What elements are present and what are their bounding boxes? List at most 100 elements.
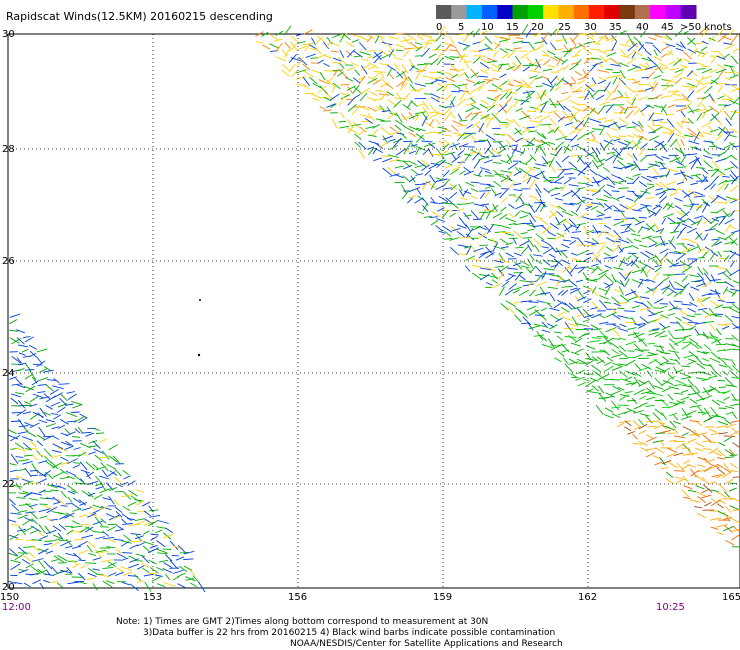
wind-barb [575,279,583,283]
wind-barb [360,114,372,119]
wind-barb [480,99,489,105]
wind-barb [680,209,688,217]
wind-barb [162,532,171,540]
wind-barb [183,558,194,560]
wind-barb [408,114,419,120]
wind-barb [687,239,698,245]
wind-barb [367,78,378,84]
wind-barb [569,63,579,71]
lon-label-159: 159 [433,592,452,603]
wind-barb [492,96,499,106]
wind-barb [32,393,44,399]
wind-barb [59,514,69,520]
wind-barb [415,46,423,52]
wind-barb [673,440,685,443]
wind-barb [648,131,656,134]
wind-barb [345,50,353,56]
wind-barb [563,47,572,58]
wind-barb [681,342,692,350]
wind-barb [576,145,586,151]
wind-barb [323,41,330,50]
wind-barb [718,70,725,78]
wind-barb [695,41,706,45]
wind-barb [697,406,704,413]
wind-barb [487,89,498,92]
wind-barb [718,364,728,368]
wind-barb [428,36,435,43]
wind-barb [659,457,666,466]
wind-barb [288,53,297,63]
wind-barb [680,65,686,73]
wind-barb [515,107,523,112]
wind-barb [715,338,721,345]
wind-barb [81,507,92,511]
wind-barb [77,541,88,547]
wind-barb [591,242,599,246]
wind-barb [725,224,731,233]
wind-barb [701,281,712,288]
wind-barb [564,321,570,329]
wind-barb [553,126,560,134]
wind-barb [596,244,606,255]
wind-barb [602,349,610,356]
wind-barb [571,125,582,132]
wind-barb [381,155,391,158]
wind-barb [716,349,726,352]
wind-barb [729,307,740,314]
wind-barb [696,112,703,121]
wind-barb [688,85,697,91]
wind-barb [57,512,67,515]
wind-barb [423,121,434,129]
wind-barb [603,205,613,212]
wind-barb [563,302,572,310]
wind-barb [690,173,702,177]
wind-barb [620,48,626,56]
wind-barb [401,64,409,74]
wind-barb [690,146,699,150]
wind-barb [505,91,513,99]
wind-barb [22,442,32,450]
wind-barb [556,66,565,73]
wind-barb [382,167,392,176]
wind-barb [646,175,658,179]
wind-barb [603,33,609,41]
wind-barb [128,563,139,569]
wind-barb [647,97,659,100]
wind-barb [70,400,83,406]
wind-barb [627,350,635,352]
wind-barb [539,146,547,157]
wind-barb [730,403,740,407]
wind-barb [701,94,711,100]
wind-barb [492,242,499,252]
wind-barb [710,77,720,85]
wind-barb [121,481,129,486]
wind-barb [574,49,582,56]
wind-barb [429,174,437,184]
wind-barb [74,428,81,434]
wind-barb [611,400,620,411]
wind-barb [560,250,568,259]
wind-barb [347,97,356,106]
wind-barb [547,237,556,240]
wind-barb [11,393,22,398]
wind-barb [92,557,101,561]
wind-barb [611,327,621,338]
wind-barb [667,203,673,211]
wind-barb [73,552,82,560]
wind-barb [442,209,453,212]
wind-barb [9,337,20,344]
wind-barb [134,499,144,502]
wind-barb [550,192,560,197]
wind-barb [38,419,48,424]
wind-barb [353,93,361,99]
wind-barb [470,50,481,53]
wind-barb [44,455,52,464]
wind-barb [57,485,67,490]
wind-barb [570,62,579,65]
wind-barb [653,392,664,397]
wind-barb [575,348,584,354]
wind-barb [577,267,585,274]
wind-barb [571,33,580,43]
wind-barb [351,107,359,116]
wind-barb [472,56,481,64]
